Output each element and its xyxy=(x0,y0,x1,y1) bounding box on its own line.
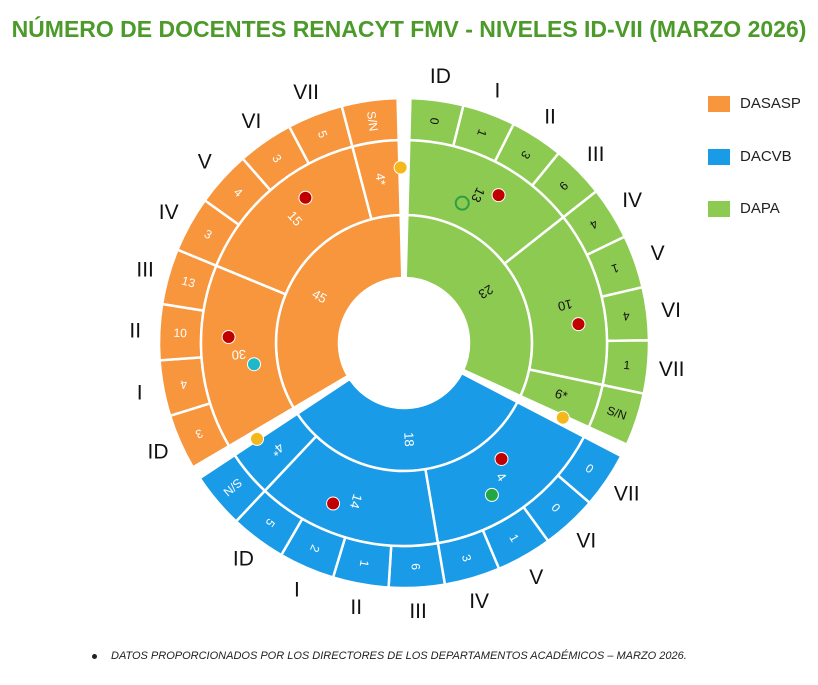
outer-level-label-21: V xyxy=(198,151,212,174)
outer-level-label-4: IV xyxy=(622,189,642,212)
cell-value-dasasp-vii: 5 xyxy=(315,129,331,141)
outer-level-label-16: ID xyxy=(148,440,169,463)
group-label-dapa-0: 13 xyxy=(468,185,488,205)
outer-level-label-15: ID xyxy=(233,547,254,570)
cell-value-dapa-vi: 4 xyxy=(622,309,631,324)
cell-value-dapa-vii: 1 xyxy=(623,358,631,373)
marker-dasasp-1-0 xyxy=(298,190,313,205)
outer-level-label-7: VII xyxy=(659,358,685,381)
cell-value-dacvb-v: 1 xyxy=(357,559,372,568)
chart-title: NÚMERO DE DOCENTES RENACYT FMV - NIVELES… xyxy=(11,16,807,42)
group-label-dasasp-0: 30 xyxy=(231,347,246,363)
marker-dapa-0-1 xyxy=(454,195,470,211)
legend-label-dasasp: DASASP xyxy=(740,95,801,112)
cell-value-dasasp-sn: S/N xyxy=(364,110,381,132)
outer-level-label-11: IV xyxy=(469,590,489,613)
marker-dapa-0-0 xyxy=(491,188,506,203)
marker-dacvb-1-0 xyxy=(326,496,341,511)
marker-dacvb-2-0 xyxy=(250,431,264,446)
outer-level-label-0: ID xyxy=(430,65,451,88)
marker-dasasp-0-1 xyxy=(246,357,261,372)
outer-level-label-1: I xyxy=(495,79,501,102)
outer-level-label-5: V xyxy=(651,242,665,265)
outer-level-label-18: II xyxy=(129,320,141,343)
outer-level-label-10: V xyxy=(529,566,543,589)
legend-label-dacvb: DACVB xyxy=(740,148,792,165)
outer-level-label-23: VII xyxy=(293,81,319,104)
outer-level-label-8: VII xyxy=(614,482,640,505)
legend-swatch-dapa xyxy=(708,201,730,217)
marker-dapa-1-0 xyxy=(571,317,586,332)
footnote: DATOS PROPORCIONADOS POR LOS DIRECTORES … xyxy=(92,650,687,662)
group-dapa-2 xyxy=(518,368,605,429)
group-label-dacvb-1: 14 xyxy=(347,492,366,510)
group-dacvb-2 xyxy=(232,411,319,493)
outer-level-label-17: I xyxy=(137,381,143,404)
cell-value-dapa-i: 1 xyxy=(474,127,490,138)
cell-value-dacvb-iii: 3 xyxy=(459,553,474,564)
marker-dasasp-0-0 xyxy=(221,330,236,345)
total-label-dasasp: 45 xyxy=(310,286,330,306)
outer-level-label-3: III xyxy=(587,143,605,166)
total-label-dapa: 23 xyxy=(476,282,496,302)
group-label-dasasp-2: 4* xyxy=(372,172,389,186)
outer-level-label-6: VI xyxy=(661,299,681,322)
legend-swatch-dasasp xyxy=(708,96,730,112)
cell-value-dapa-sn: S/N xyxy=(605,403,628,423)
cell-value-dacvb-iv: 6 xyxy=(409,563,423,571)
cell-value-dacvb-vi: 2 xyxy=(307,543,323,555)
outer-level-label-19: III xyxy=(136,258,154,281)
outer-level-label-20: IV xyxy=(159,201,179,224)
cell-value-dasasp-ii: 10 xyxy=(173,326,187,341)
outer-level-label-9: VI xyxy=(576,529,596,552)
outer-level-label-14: I xyxy=(294,578,300,601)
cell-value-dapa-v: 1 xyxy=(609,261,620,277)
outer-level-label-12: III xyxy=(409,600,427,623)
cell-value-dapa-id: 0 xyxy=(427,117,442,126)
legend-swatch-dacvb xyxy=(708,149,730,165)
outer-level-label-2: II xyxy=(544,106,556,129)
group-dasasp-2 xyxy=(350,138,402,221)
marker-dacvb-0-1 xyxy=(494,451,509,466)
bullet-icon xyxy=(92,653,97,659)
outer-level-label-22: VI xyxy=(241,110,261,133)
marker-dasasp-2-0 xyxy=(393,160,408,175)
group-label-dapa-2: 6* xyxy=(553,386,569,404)
footnote-text: DATOS PROPORCIONADOS POR LOS DIRECTORES … xyxy=(111,650,687,662)
legend-label-dapa: DAPA xyxy=(740,200,780,217)
outer-level-label-13: II xyxy=(350,596,362,619)
cell-value-dasasp-iii: 13 xyxy=(180,274,197,291)
cell-value-dasasp-i: 4 xyxy=(179,377,188,392)
marker-dacvb-0-0 xyxy=(484,487,499,502)
group-label-dapa-1: 10 xyxy=(556,296,574,314)
total-label-dacvb: 18 xyxy=(401,432,417,447)
